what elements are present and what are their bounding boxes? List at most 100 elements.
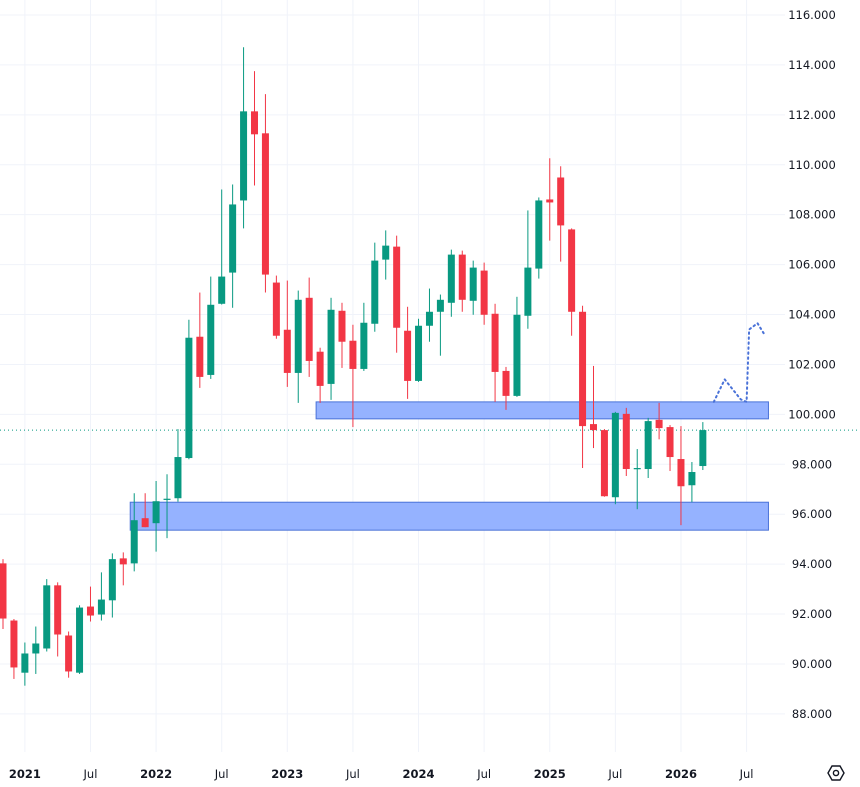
candle: [10, 619, 18, 679]
candle-body: [458, 254, 466, 300]
x-tick-label: Jul: [214, 767, 229, 781]
candle-body: [141, 518, 149, 528]
candle-body: [21, 653, 29, 673]
candle-body: [218, 276, 226, 304]
candle-body: [393, 246, 401, 328]
candle: [163, 474, 171, 539]
candle-body: [666, 427, 674, 458]
candle: [480, 262, 488, 325]
candle-body: [589, 424, 597, 431]
y-tick-label: 106.000: [788, 258, 836, 272]
candle: [425, 288, 433, 342]
y-tick-label: 98.000: [792, 457, 832, 471]
candle: [535, 197, 543, 279]
candle: [185, 319, 193, 460]
x-tick-label: Jul: [345, 767, 360, 781]
candle-body: [513, 314, 521, 396]
candle: [294, 290, 302, 403]
candle: [327, 297, 335, 400]
y-tick-label: 104.000: [788, 308, 836, 322]
candle-body: [152, 501, 160, 524]
candle: [251, 71, 259, 186]
candle-body: [622, 413, 630, 470]
y-tick-label: 110.000: [788, 158, 836, 172]
candle-body: [283, 329, 291, 373]
candle-body: [447, 254, 455, 303]
y-tick-label: 112.000: [788, 108, 836, 122]
candle-body: [360, 322, 368, 369]
y-tick-label: 100.000: [788, 407, 836, 421]
candle: [119, 552, 127, 586]
candle: [283, 280, 291, 387]
candle-body: [305, 297, 313, 361]
candle-body: [207, 304, 215, 375]
candle-body: [404, 330, 412, 381]
candle-body: [557, 177, 565, 226]
candle: [622, 407, 630, 477]
candle: [436, 294, 444, 356]
candle-body: [0, 563, 7, 619]
candle-body: [371, 260, 379, 324]
candle-body: [163, 498, 171, 500]
candle: [447, 249, 455, 317]
candle-body: [43, 585, 51, 649]
time-axis[interactable]: 2021 Jul 2022 Jul 2023 Jul 2024 Jul 2025 Jul 2026 J…: [9, 767, 754, 781]
candle-body: [349, 340, 357, 369]
candle-body: [54, 585, 62, 635]
x-tick-label: 2026: [665, 767, 697, 781]
x-tick-label: Jul: [739, 767, 754, 781]
candle: [54, 582, 62, 657]
y-tick-label: 88.000: [792, 707, 832, 721]
candle: [86, 586, 94, 622]
candle: [21, 642, 29, 686]
zones: [129, 401, 769, 531]
candle: [568, 228, 576, 336]
price-axis[interactable]: 88.000 90.000 92.000 94.000 96.000 98.000 100.…: [788, 8, 836, 721]
candle-body: [677, 459, 685, 487]
candle-body: [644, 421, 652, 470]
candle: [229, 184, 237, 308]
candle-body: [174, 457, 182, 499]
candle: [261, 94, 269, 293]
candle: [677, 426, 685, 526]
candle: [469, 260, 477, 315]
candle: [502, 366, 510, 410]
candle-body: [185, 337, 193, 459]
candle: [633, 449, 641, 510]
candle-body: [579, 311, 587, 427]
projection-path: [712, 321, 766, 404]
candle: [557, 166, 565, 262]
candle: [32, 626, 40, 674]
candle: [666, 425, 674, 472]
candle-body: [76, 607, 84, 673]
candle-body: [568, 229, 576, 312]
candle-body: [65, 635, 73, 672]
y-tick-label: 114.000: [788, 58, 836, 72]
candle: [316, 347, 324, 403]
x-tick-label: Jul: [607, 767, 622, 781]
candle-body: [600, 430, 608, 497]
candle-body: [240, 111, 248, 201]
y-tick-label: 108.000: [788, 208, 836, 222]
candle-body: [327, 309, 335, 384]
candle-body: [97, 599, 105, 615]
y-tick-label: 94.000: [792, 557, 832, 571]
x-tick-label: Jul: [83, 767, 98, 781]
gear-icon[interactable]: [826, 763, 846, 783]
candle-body: [130, 520, 138, 564]
candle: [600, 429, 608, 497]
candle: [76, 605, 84, 674]
candle: [688, 462, 696, 503]
y-tick-label: 102.000: [788, 357, 836, 371]
candle-body: [425, 311, 433, 326]
candle-body: [108, 559, 116, 601]
candle: [152, 481, 160, 552]
candle-body: [382, 245, 390, 260]
candle-body: [469, 267, 477, 301]
candle-body: [480, 270, 488, 315]
candle-body: [251, 111, 259, 135]
candle: [655, 402, 663, 440]
candle-body: [86, 606, 94, 616]
candle-body: [524, 267, 532, 316]
